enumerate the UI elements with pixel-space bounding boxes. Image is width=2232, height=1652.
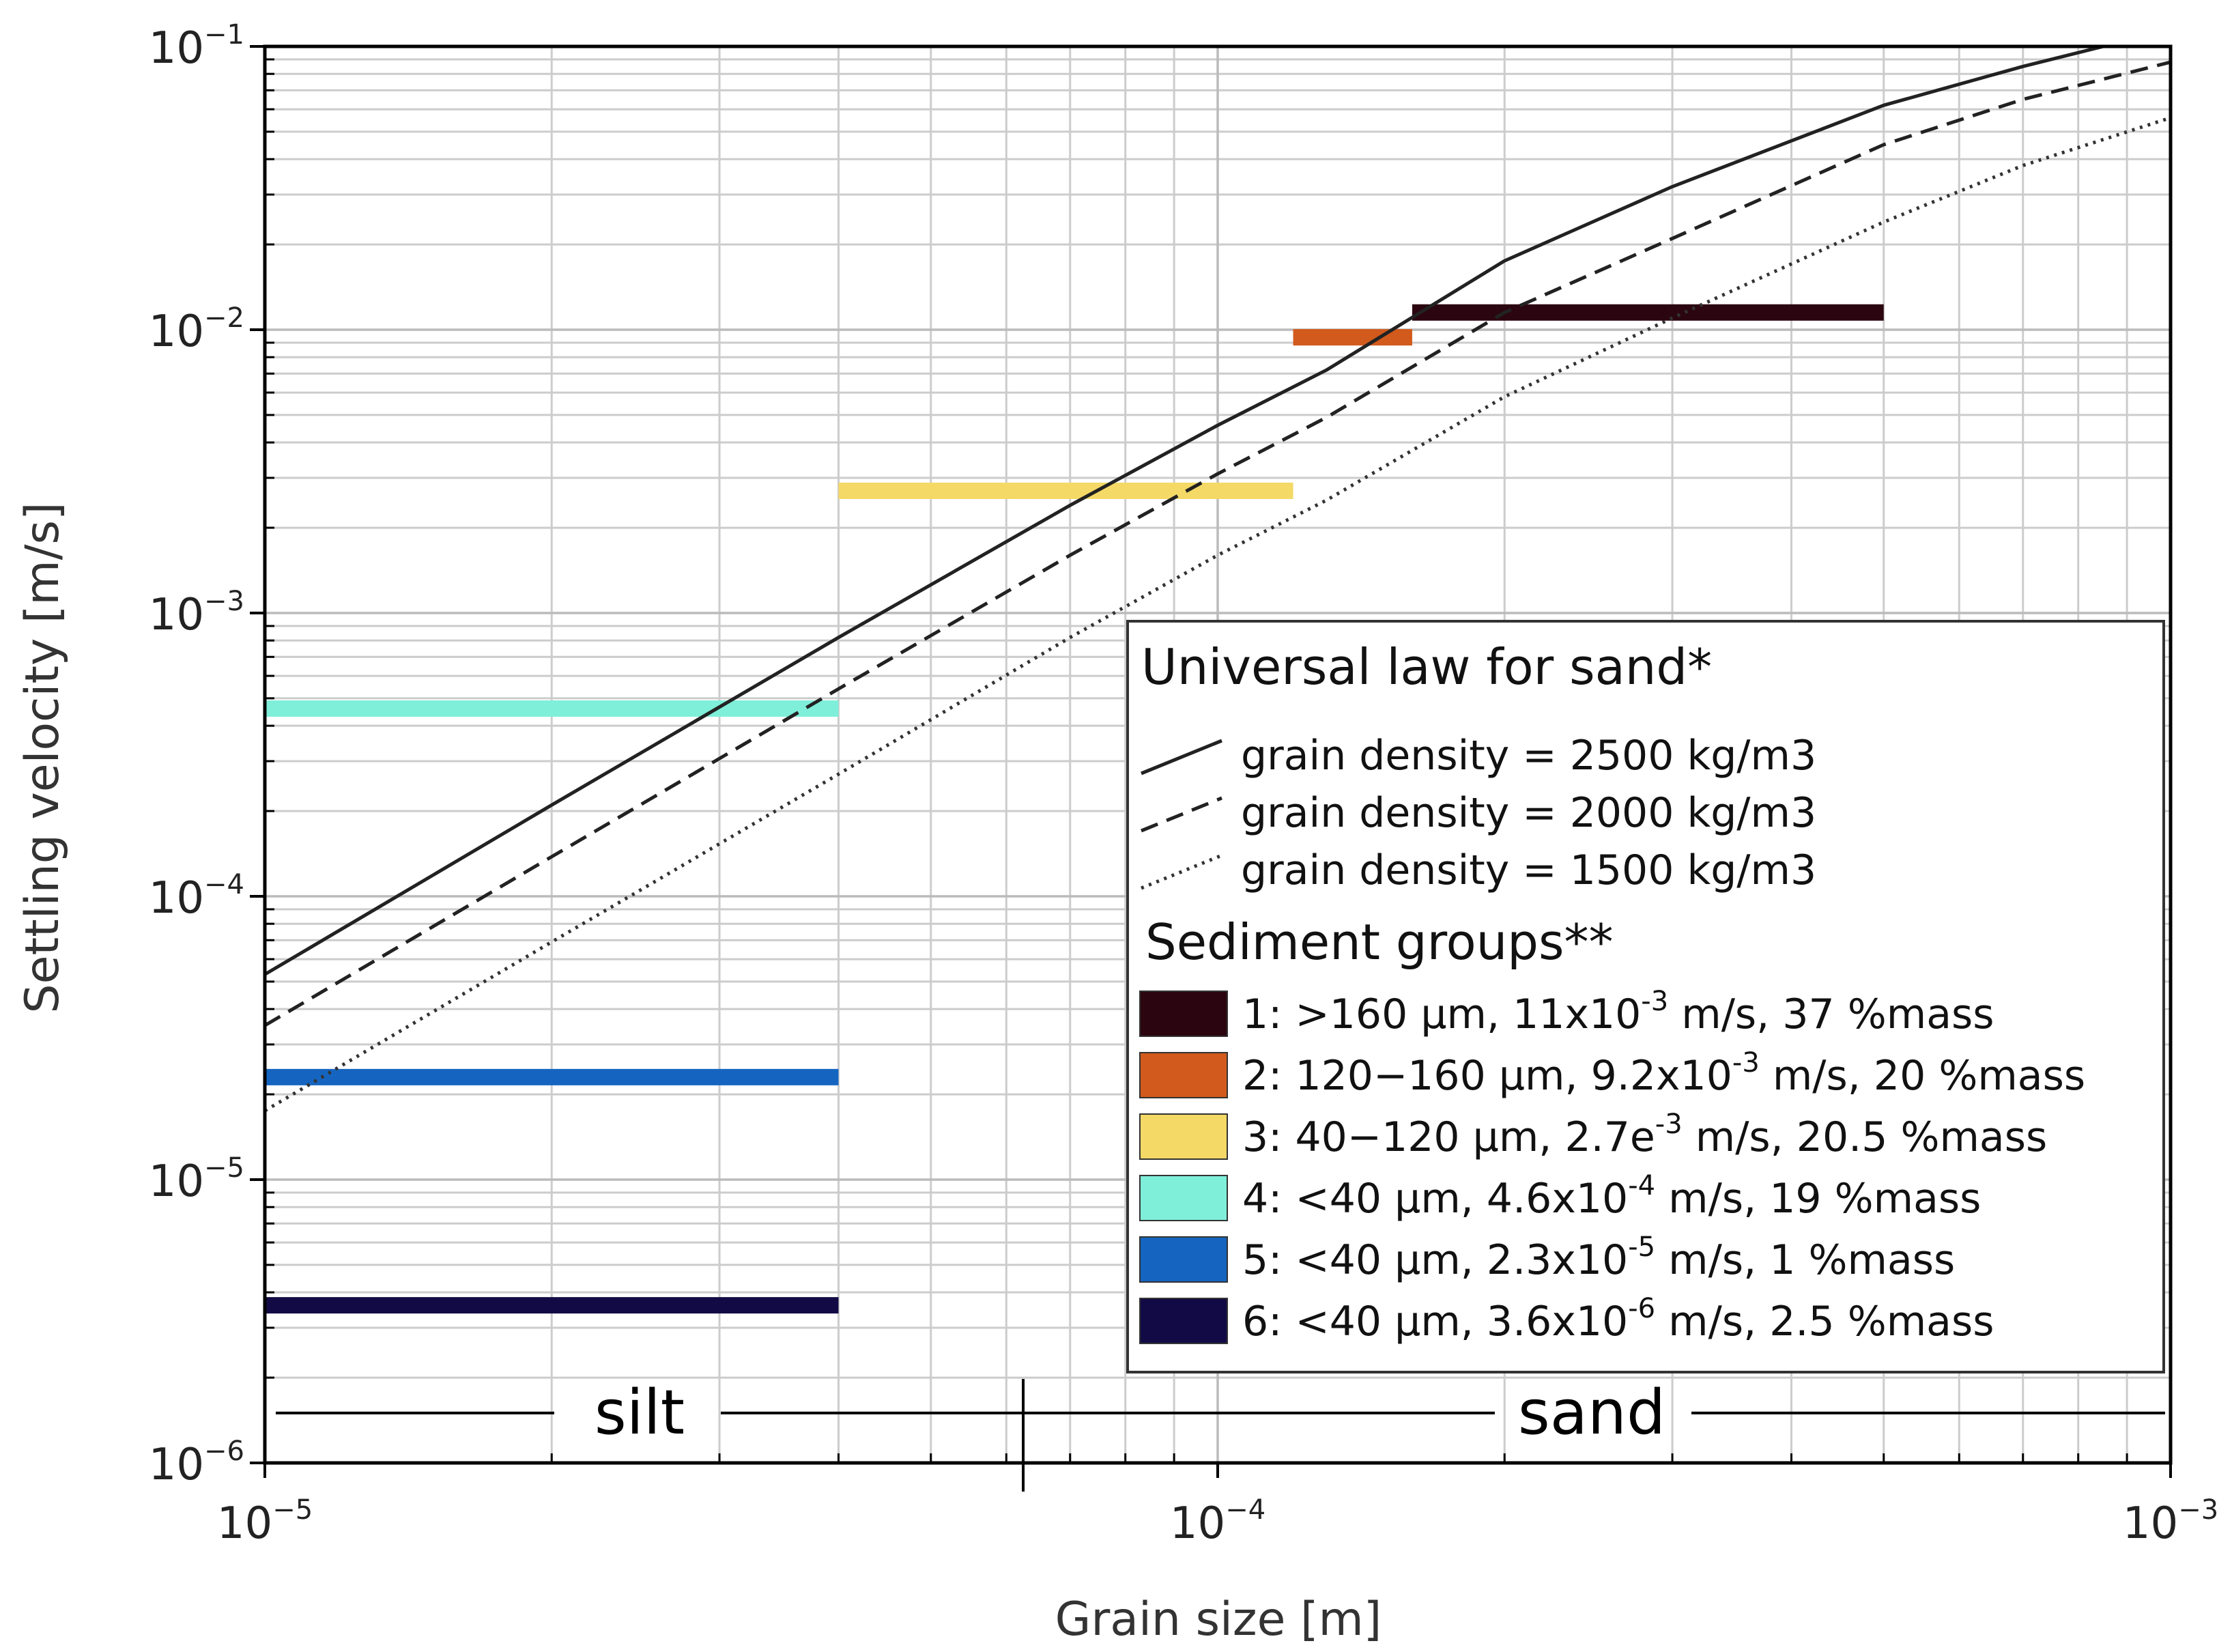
x-tick-label: 10−5 bbox=[217, 1494, 313, 1549]
legend-curve-label: grain density = 2500 kg/m3 bbox=[1241, 732, 1816, 780]
legend-curve-swatch-solid bbox=[1141, 739, 1222, 775]
legend-group-swatch-4 bbox=[1139, 1175, 1228, 1221]
legend-group-swatch-5 bbox=[1139, 1236, 1228, 1283]
x-tick-label: 10−4 bbox=[1170, 1494, 1265, 1549]
x-axis-title: Grain size [m] bbox=[1055, 1593, 1382, 1647]
axis-tick-labels: 10−5 10−4 10−310−610−510−410−310−210−1 bbox=[149, 19, 2219, 1549]
legend-curve-swatch-dotted bbox=[1141, 853, 1222, 890]
curve-dashed bbox=[263, 60, 2171, 1027]
legend-group-label-5: 5: <40 µm, 2.3x10-5 m/s, 1 %mass bbox=[1242, 1231, 1955, 1284]
legend-group-swatch-2 bbox=[1139, 1052, 1228, 1098]
axis-ticks bbox=[250, 45, 2172, 1478]
legend-group-entries: 1: >160 µm, 11x10-3 m/s, 37 %mass 2: 120−… bbox=[1139, 986, 2085, 1345]
y-tick-label: 10−3 bbox=[149, 586, 244, 640]
legend-group-label-6: 6: <40 µm, 3.6x10-6 m/s, 2.5 %mass bbox=[1242, 1293, 1994, 1345]
curve-solid bbox=[263, 44, 2104, 976]
legend-group-swatch-1 bbox=[1139, 991, 1228, 1037]
sediment-group-bars bbox=[265, 304, 1884, 1314]
x-tick-label: 10−3 bbox=[2123, 1494, 2218, 1549]
legend-group-label-2: 2: 120−160 µm, 9.2x10-3 m/s, 20 %mass bbox=[1242, 1047, 2085, 1100]
legend-curve-label: grain density = 1500 kg/m3 bbox=[1241, 846, 1816, 894]
y-tick-label: 10−4 bbox=[149, 869, 244, 924]
legend-curve-swatch-dashed bbox=[1141, 796, 1222, 833]
legend-group-swatch-3 bbox=[1139, 1113, 1228, 1160]
sand-region-label: sand bbox=[1518, 1377, 1665, 1449]
legend-curves-title: Universal law for sand* bbox=[1141, 638, 1712, 696]
y-axis-title: Settling velocity [m/s] bbox=[16, 502, 70, 1014]
legend-curve-label: grain density = 2000 kg/m3 bbox=[1241, 789, 1816, 837]
legend-group-label-4: 4: <40 µm, 4.6x10-4 m/s, 19 %mass bbox=[1242, 1170, 1981, 1223]
y-tick-label: 10−2 bbox=[149, 302, 244, 357]
legend: Universal law for sand* grain density = … bbox=[1126, 620, 2165, 1373]
legend-curve-entries: grain density = 2500 kg/m3 grain density … bbox=[1141, 732, 1816, 894]
silt-sand-regions: silt sand bbox=[276, 1377, 2165, 1492]
legend-group-label-3: 3: 40−120 µm, 2.7e-3 m/s, 20.5 %mass bbox=[1242, 1109, 2047, 1161]
y-tick-label: 10−1 bbox=[149, 19, 244, 74]
y-tick-label: 10−6 bbox=[149, 1436, 244, 1490]
y-tick-label: 10−5 bbox=[149, 1152, 244, 1207]
legend-box bbox=[1126, 620, 2165, 1373]
legend-group-swatch-6 bbox=[1139, 1298, 1228, 1344]
legend-groups-title: Sediment groups** bbox=[1145, 913, 1614, 971]
settling-curves bbox=[263, 44, 2171, 1113]
silt-region-label: silt bbox=[595, 1377, 685, 1449]
legend-group-label-1: 1: >160 µm, 11x10-3 m/s, 37 %mass bbox=[1242, 986, 1994, 1038]
